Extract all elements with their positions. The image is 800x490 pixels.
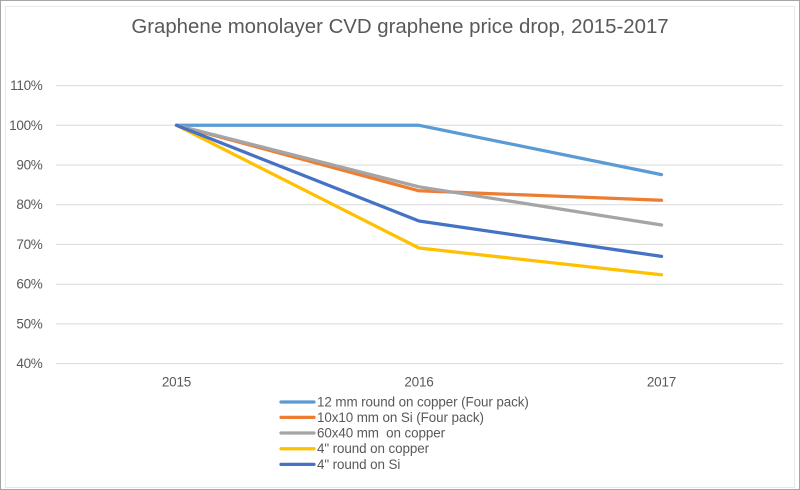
svg-text:2017: 2017 <box>647 375 676 390</box>
svg-text:60x40 mm on copper: 60x40 mm on copper <box>317 426 446 441</box>
svg-text:90%: 90% <box>16 158 42 173</box>
svg-text:10x10 mm on Si (Four pack): 10x10 mm on Si (Four pack) <box>317 410 484 425</box>
svg-text:70%: 70% <box>16 237 42 252</box>
svg-text:110%: 110% <box>10 78 43 93</box>
svg-text:2015: 2015 <box>162 375 191 390</box>
svg-text:60%: 60% <box>16 277 42 292</box>
svg-text:100%: 100% <box>9 118 43 133</box>
svg-text:Graphene monolayer CVD graphen: Graphene monolayer CVD graphene price dr… <box>131 16 668 38</box>
svg-text:40%: 40% <box>16 356 42 371</box>
svg-text:12 mm round on copper (Four pa: 12 mm round on copper (Four pack) <box>317 395 529 410</box>
svg-text:50%: 50% <box>16 316 42 331</box>
svg-text:2016: 2016 <box>404 375 433 390</box>
svg-text:80%: 80% <box>16 197 42 212</box>
svg-text:4" round on Si: 4" round on Si <box>317 457 400 472</box>
svg-text:4" round on copper: 4" round on copper <box>317 441 430 456</box>
